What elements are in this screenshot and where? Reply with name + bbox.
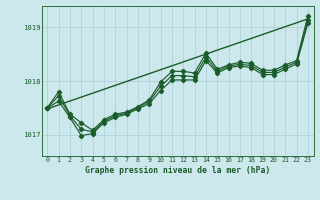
X-axis label: Graphe pression niveau de la mer (hPa): Graphe pression niveau de la mer (hPa)	[85, 166, 270, 175]
